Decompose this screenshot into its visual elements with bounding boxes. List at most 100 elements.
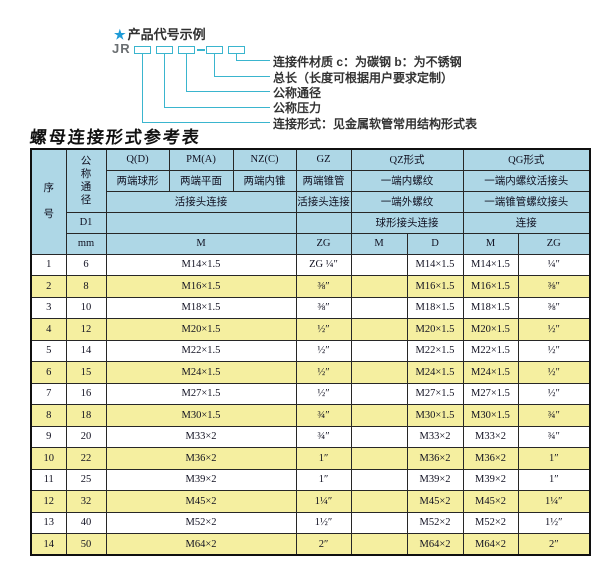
cell-seq: 11 — [30, 468, 67, 491]
cell-zg: ⅜″ — [295, 275, 352, 298]
cell-qg_zg: ¼″ — [517, 253, 591, 276]
cell-m: M33×2 — [105, 425, 297, 448]
cell-dn: 40 — [65, 511, 107, 534]
gz-connection-label: 活接头连接 — [295, 190, 352, 213]
connector-line-pressure — [164, 54, 270, 108]
cell-qz_d: M52×2 — [406, 511, 464, 534]
cell-qz_m — [350, 296, 408, 319]
cell-qg_m: M24×1.5 — [462, 361, 519, 384]
cell-seq: 9 — [30, 425, 67, 448]
cell-seq: 12 — [30, 490, 67, 513]
cell-qg_m: M27×1.5 — [462, 382, 519, 405]
qz-d-label: D — [406, 232, 464, 255]
cell-qg_zg: ½″ — [517, 339, 591, 362]
cell-zg: ¾″ — [295, 425, 352, 448]
cell-m: M14×1.5 — [105, 253, 297, 276]
cell-seq: 14 — [30, 533, 67, 556]
cell-zg: ½″ — [295, 318, 352, 341]
table-row: 9 20 M33×2 ¾″ M33×2 M33×2 ¾″ — [30, 425, 591, 448]
product-code-heading-text: 产品代号示例 — [127, 27, 206, 42]
cell-qz_m — [350, 253, 408, 276]
code-box-3 — [178, 46, 195, 54]
cell-qz_d: M33×2 — [406, 425, 464, 448]
cell-seq: 6 — [30, 361, 67, 384]
col-header-q: Q(D) — [105, 148, 170, 171]
table-row: 13 40 M52×2 1½″ M52×2 M52×2 1½″ — [30, 511, 591, 534]
qg-connection-label: 连接 — [462, 211, 591, 234]
cell-qz_d: M36×2 — [406, 447, 464, 470]
cell-qz_d: M18×1.5 — [406, 296, 464, 319]
nut-connection-table: 序 号 公 称 通 径 Q(D) PM(A) NZ(C) GZ QZ形式 QG形… — [30, 148, 592, 556]
connector-line-form — [142, 54, 270, 123]
cell-zg: 1″ — [295, 447, 352, 470]
cell-seq: 8 — [30, 404, 67, 427]
col-header-nz: NZ(C) — [232, 148, 297, 171]
cell-seq: 7 — [30, 382, 67, 405]
cell-qz_m — [350, 425, 408, 448]
cell-qz_m — [350, 447, 408, 470]
cell-m: M64×2 — [105, 533, 297, 556]
cell-zg: ½″ — [295, 382, 352, 405]
table-row: 14 50 M64×2 2″ M64×2 M64×2 2″ — [30, 533, 591, 556]
table-row: 10 22 M36×2 1″ M36×2 M36×2 1″ — [30, 447, 591, 470]
cell-qg_zg: 2″ — [517, 533, 591, 556]
table-row: 6 15 M24×1.5 ½″ M24×1.5 M24×1.5 ½″ — [30, 361, 591, 384]
cell-qg_zg: 1″ — [517, 447, 591, 470]
cell-dn: 20 — [65, 425, 107, 448]
desc-q: 两端球形 — [105, 169, 170, 192]
cell-qz_m — [350, 511, 408, 534]
m-thread-label: M — [105, 232, 297, 255]
connector-line-material — [236, 54, 270, 61]
cell-qz_d: M14×1.5 — [406, 253, 464, 276]
qz-connection-label: 球形接头连接 — [350, 211, 464, 234]
cell-zg: 2″ — [295, 533, 352, 556]
cell-seq: 5 — [30, 339, 67, 362]
table-title: 螺母连接形式参考表 — [28, 128, 202, 147]
cell-m: M45×2 — [105, 490, 297, 513]
col-header-gz: GZ — [295, 148, 352, 171]
cell-dn: 50 — [65, 533, 107, 556]
cell-qg_m: M16×1.5 — [462, 275, 519, 298]
col-header-dn: 公 称 通 径 — [65, 148, 107, 213]
code-box-5 — [228, 46, 245, 54]
cell-qz_d: M45×2 — [406, 490, 464, 513]
cell-zg: ZG ¼″ — [295, 253, 352, 276]
cell-m: M20×1.5 — [105, 318, 297, 341]
cell-qz_m — [350, 339, 408, 362]
label-material: 连接件材质 c：为碳钢 b：为不锈钢 — [273, 55, 462, 69]
cell-qg_zg: ½″ — [517, 318, 591, 341]
cell-qz_m — [350, 533, 408, 556]
cell-qg_m: M39×2 — [462, 468, 519, 491]
qg-m-label: M — [462, 232, 519, 255]
cell-qz_m — [350, 275, 408, 298]
desc-qz-1: 一端内螺纹 — [350, 169, 464, 192]
cell-seq: 3 — [30, 296, 67, 319]
cell-zg: ¾″ — [295, 404, 352, 427]
cell-seq: 13 — [30, 511, 67, 534]
cell-qz_d: M39×2 — [406, 468, 464, 491]
cell-m: M36×2 — [105, 447, 297, 470]
cell-dn: 18 — [65, 404, 107, 427]
cell-m: M16×1.5 — [105, 275, 297, 298]
union-connection-label: 活接头连接 — [105, 190, 297, 213]
cell-dn: 10 — [65, 296, 107, 319]
code-box-1 — [134, 46, 151, 54]
desc-gz: 两端锥管 — [295, 169, 352, 192]
cell-qg_m: M20×1.5 — [462, 318, 519, 341]
desc-qg-1: 一端内螺纹活接头 — [462, 169, 591, 192]
connector-line-diameter — [186, 54, 270, 92]
cell-zg: ½″ — [295, 339, 352, 362]
cell-qg_zg: ½″ — [517, 382, 591, 405]
col-header-seq: 序 号 — [30, 148, 67, 255]
cell-qz_d: M27×1.5 — [406, 382, 464, 405]
cell-dn: 25 — [65, 468, 107, 491]
cell-qz_d: M16×1.5 — [406, 275, 464, 298]
cell-m: M18×1.5 — [105, 296, 297, 319]
table-row: 11 25 M39×2 1″ M39×2 M39×2 1″ — [30, 468, 591, 491]
cell-qz_d: M30×1.5 — [406, 404, 464, 427]
cell-qg_m: M18×1.5 — [462, 296, 519, 319]
cell-qg_m: M33×2 — [462, 425, 519, 448]
cell-qz_m — [350, 382, 408, 405]
qg-zg-label: ZG — [517, 232, 591, 255]
table-row: 5 14 M22×1.5 ½″ M22×1.5 M22×1.5 ½″ — [30, 339, 591, 362]
